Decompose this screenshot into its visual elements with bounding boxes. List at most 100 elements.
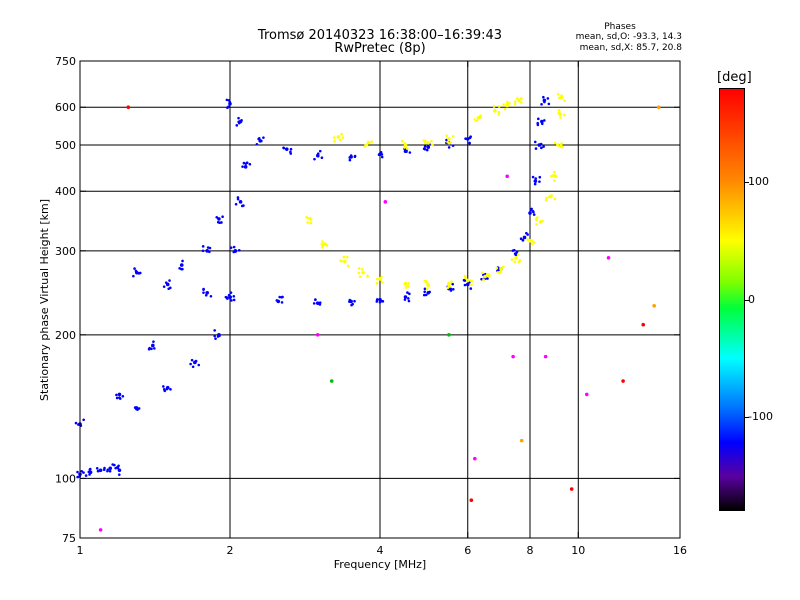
data-point bbox=[226, 106, 229, 110]
data-point bbox=[408, 151, 412, 154]
data-point bbox=[378, 297, 382, 302]
data-point bbox=[469, 498, 474, 503]
data-point bbox=[558, 96, 561, 100]
data-point bbox=[345, 255, 349, 259]
data-point bbox=[115, 396, 119, 400]
data-point bbox=[532, 213, 536, 216]
data-point bbox=[447, 137, 451, 141]
data-point bbox=[540, 146, 543, 150]
data-point bbox=[407, 299, 411, 303]
data-point bbox=[553, 179, 556, 182]
data-point bbox=[151, 343, 155, 348]
data-point bbox=[550, 194, 553, 197]
data-point bbox=[340, 132, 343, 136]
data-point bbox=[497, 113, 500, 116]
data-point bbox=[530, 242, 534, 246]
data-point bbox=[445, 138, 448, 142]
data-point bbox=[102, 468, 106, 472]
data-point bbox=[282, 146, 286, 150]
data-point bbox=[536, 121, 540, 125]
data-point bbox=[378, 152, 382, 155]
data-point bbox=[470, 279, 474, 283]
data-point bbox=[485, 273, 489, 276]
data-point bbox=[450, 280, 453, 283]
data-point bbox=[561, 145, 564, 149]
data-point bbox=[515, 97, 519, 100]
data-point bbox=[189, 362, 192, 366]
data-point bbox=[321, 245, 324, 249]
data-point bbox=[280, 301, 284, 304]
data-point bbox=[530, 239, 534, 242]
data-point bbox=[531, 175, 535, 179]
data-point bbox=[532, 210, 535, 214]
data-point bbox=[205, 290, 209, 295]
colorbar-label: [deg] bbox=[717, 70, 752, 85]
data-point bbox=[517, 260, 521, 264]
data-point bbox=[232, 294, 236, 298]
data-point bbox=[117, 392, 122, 397]
data-point bbox=[532, 241, 536, 244]
data-point bbox=[380, 299, 384, 303]
data-point bbox=[526, 233, 529, 236]
data-point bbox=[361, 270, 365, 275]
data-point bbox=[289, 147, 293, 151]
data-point bbox=[204, 294, 208, 297]
chart-subtitle: RwPretec (8p) bbox=[334, 41, 426, 56]
data-point bbox=[152, 340, 155, 343]
data-point bbox=[381, 281, 384, 284]
data-point bbox=[284, 147, 289, 151]
data-point bbox=[464, 137, 467, 140]
data-point bbox=[365, 143, 369, 146]
data-point bbox=[547, 102, 551, 106]
data-point bbox=[106, 469, 109, 473]
data-point bbox=[533, 140, 537, 144]
data-point bbox=[380, 275, 383, 279]
y-tick-label: 400 bbox=[55, 185, 76, 198]
data-point bbox=[542, 95, 545, 99]
data-point bbox=[116, 466, 120, 470]
y-tick-label: 200 bbox=[55, 329, 76, 342]
data-point bbox=[556, 143, 560, 147]
data-point bbox=[375, 300, 379, 303]
data-point bbox=[366, 274, 369, 278]
data-point bbox=[407, 285, 410, 288]
data-point bbox=[452, 288, 455, 291]
data-point bbox=[515, 251, 518, 255]
data-point bbox=[478, 114, 482, 118]
data-point bbox=[202, 287, 205, 291]
data-point bbox=[240, 119, 243, 122]
data-point bbox=[234, 250, 237, 253]
data-point bbox=[351, 302, 354, 306]
data-point bbox=[229, 246, 233, 249]
data-point bbox=[493, 110, 497, 113]
data-point bbox=[538, 175, 542, 179]
data-point bbox=[278, 295, 282, 299]
data-point bbox=[463, 283, 467, 287]
data-point bbox=[514, 256, 518, 260]
data-point bbox=[320, 156, 324, 160]
data-point bbox=[241, 165, 244, 168]
data-point bbox=[470, 283, 473, 287]
data-point bbox=[556, 92, 560, 96]
data-point bbox=[543, 100, 546, 104]
data-point bbox=[217, 217, 221, 221]
data-point bbox=[495, 266, 499, 270]
data-point bbox=[652, 304, 656, 308]
data-point bbox=[405, 147, 409, 150]
data-point bbox=[526, 238, 529, 241]
data-point bbox=[465, 282, 470, 287]
data-point bbox=[162, 285, 166, 288]
data-point bbox=[424, 279, 428, 283]
data-point bbox=[464, 276, 467, 280]
data-point bbox=[522, 235, 527, 240]
data-point bbox=[559, 116, 562, 119]
data-point bbox=[316, 152, 320, 156]
data-point bbox=[339, 138, 342, 142]
data-point bbox=[245, 161, 249, 165]
data-point bbox=[506, 101, 509, 105]
data-point bbox=[257, 137, 261, 140]
data-point bbox=[511, 354, 515, 359]
data-point bbox=[544, 199, 548, 202]
data-point bbox=[468, 136, 472, 140]
data-point bbox=[135, 406, 139, 409]
